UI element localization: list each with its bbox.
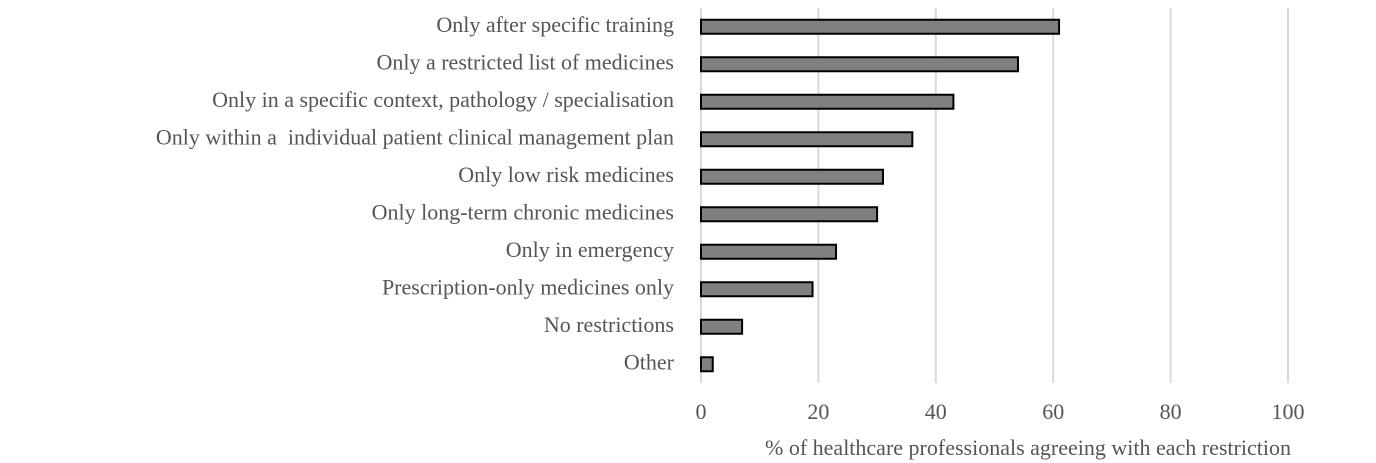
bar [700, 93, 955, 110]
bar [700, 168, 884, 185]
y-tick-label: Only in emergency [506, 237, 674, 262]
y-tick-label: Only long-term chronic medicines [372, 199, 674, 224]
y-tick-label: Only in a specific context, pathology / … [212, 87, 674, 112]
x-tick-label: 80 [1160, 399, 1182, 424]
bar [700, 318, 744, 335]
bar [700, 356, 714, 373]
y-tick-label: Only after specific training [436, 12, 674, 37]
x-tick-label: 0 [696, 399, 707, 424]
bar [700, 56, 1019, 73]
bar [700, 281, 814, 298]
bar [700, 206, 879, 223]
x-axis-label: % of healthcare professionals agreeing w… [765, 435, 1291, 460]
bar [700, 243, 838, 260]
y-tick-label: Only within a individual patient clinica… [156, 124, 674, 149]
y-tick-label: Other [624, 349, 675, 374]
x-tick-label: 40 [925, 399, 947, 424]
bar [700, 131, 914, 148]
x-tick-label: 100 [1272, 399, 1305, 424]
x-tick-label: 20 [807, 399, 829, 424]
y-tick-label: Only low risk medicines [458, 162, 674, 187]
y-tick-label: Prescription-only medicines only [382, 274, 674, 299]
y-tick-label: No restrictions [544, 312, 674, 337]
bar [700, 18, 1061, 35]
y-tick-label: Only a restricted list of medicines [376, 49, 674, 74]
x-tick-label: 60 [1042, 399, 1064, 424]
